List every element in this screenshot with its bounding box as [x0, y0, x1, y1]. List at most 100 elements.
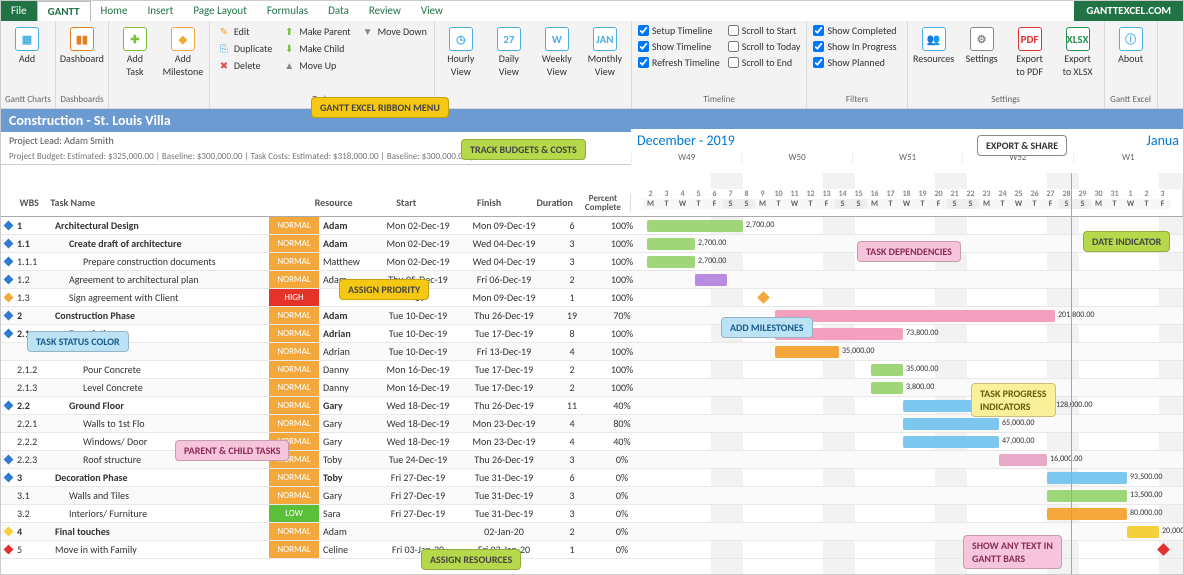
ribbon-button-label: View: [595, 66, 615, 77]
menu-tab[interactable]: Data: [318, 1, 359, 21]
wbs: 1.1: [15, 237, 49, 250]
ribbon-small-button[interactable]: ⎘Duplicate: [214, 40, 275, 56]
gantt-bar[interactable]: [903, 418, 999, 430]
ribbon-checkbox[interactable]: Show In Progress: [811, 39, 898, 54]
menu-file[interactable]: File: [1, 1, 37, 21]
ribbon-button[interactable]: JANMonthlyView: [583, 23, 627, 81]
task-row[interactable]: 1Architectural DesignNORMALAdamMon 02-De…: [1, 217, 1183, 235]
ribbon: ▦AddGantt Charts▮▮DashboardDashboards✚Ad…: [1, 21, 1183, 109]
start-date: Mon 02-Dec-19: [375, 219, 461, 232]
ribbon-checkbox[interactable]: Scroll to End: [726, 55, 803, 70]
resource: Adam: [319, 525, 375, 538]
gantt-bar[interactable]: [647, 256, 695, 268]
percent-complete: 100%: [597, 273, 647, 286]
ribbon-button[interactable]: ✚AddTask: [113, 23, 157, 81]
ribbon-button[interactable]: WWeeklyView: [535, 23, 579, 81]
task-row[interactable]: 3.1Walls and TilesNORMALGaryFri 27-Dec-1…: [1, 487, 1183, 505]
gantt-bar[interactable]: [1047, 472, 1127, 484]
milestone-icon[interactable]: [1157, 543, 1170, 556]
menu-tab[interactable]: Review: [359, 1, 411, 21]
duration: 2: [547, 525, 597, 538]
ribbon-checkbox[interactable]: Show Timeline: [636, 39, 722, 54]
task-name: Walls to 1st Flo: [49, 417, 269, 430]
ribbon-small-button[interactable]: ✖Delete: [214, 57, 275, 73]
ribbon-button-label: to PDF: [1016, 66, 1043, 77]
finish-date: Tue 31-Dec-19: [461, 471, 547, 484]
ribbon-button[interactable]: ◆AddMilestone: [161, 23, 205, 81]
menu-tab[interactable]: View: [411, 1, 453, 21]
wbs: 2.2: [15, 399, 49, 412]
gantt-bar[interactable]: [775, 310, 1055, 322]
start-date: Tue 10-Dec-19: [375, 309, 461, 322]
ribbon-button[interactable]: PDFExportto PDF: [1008, 23, 1052, 81]
menu-tab[interactable]: Formulas: [257, 1, 318, 21]
gantt-bar[interactable]: [903, 436, 999, 448]
menu-tab[interactable]: Insert: [137, 1, 183, 21]
percent-complete: 100%: [597, 345, 647, 358]
ribbon-group-label: [113, 104, 205, 106]
bar-label: 128,000.00: [1056, 400, 1092, 410]
menu-tab[interactable]: GANTT: [37, 1, 91, 21]
ribbon-small-button[interactable]: ▼Move Down: [358, 23, 430, 39]
ribbon-small-button[interactable]: ✎Edit: [214, 23, 275, 39]
ribbon-button[interactable]: ⚙Settings: [960, 23, 1004, 68]
ribbon-checkbox[interactable]: Scroll to Start: [726, 23, 803, 38]
task-row[interactable]: 2.1FoundationNORMALAdrianTue 10-Dec-19Tu…: [1, 325, 1183, 343]
ribbon-button[interactable]: ◷HourlyView: [439, 23, 483, 81]
menu-tab[interactable]: Page Layout: [183, 1, 257, 21]
task-name: Decoration Phase: [49, 471, 269, 484]
gantt-bar[interactable]: [647, 220, 743, 232]
wbs: 2: [15, 309, 49, 322]
ribbon-button[interactable]: ⓘAbout: [1109, 23, 1153, 68]
task-row[interactable]: NORMALAdrianTue 10-Dec-19Fri 13-Dec-1941…: [1, 343, 1183, 361]
priority-badge: NORMAL: [269, 415, 319, 432]
gantt-bar[interactable]: [695, 274, 727, 286]
wbs: 4: [15, 525, 49, 538]
milestone-icon[interactable]: [757, 291, 770, 304]
start-date: Mon 16-Dec-19: [375, 363, 461, 376]
callout: ASSIGN RESOURCES: [421, 549, 521, 570]
percent-complete: 0%: [597, 525, 647, 538]
ribbon-button[interactable]: ▮▮Dashboard: [60, 23, 104, 68]
gantt-bar[interactable]: [1047, 490, 1127, 502]
wbs: 2.1.2: [15, 363, 49, 376]
gantt-bar[interactable]: [871, 364, 903, 376]
ribbon-small-button[interactable]: ⬇Make Child: [279, 40, 353, 56]
menu-tab[interactable]: Home: [91, 1, 138, 21]
ribbon-button-label: Add: [175, 53, 191, 64]
ribbon-button[interactable]: XLSXExportto XLSX: [1056, 23, 1100, 81]
gantt-bar[interactable]: [647, 238, 695, 250]
gantt-bar[interactable]: [775, 346, 839, 358]
ribbon-small-button[interactable]: ▲Move Up: [279, 57, 353, 73]
priority-badge: NORMAL: [269, 379, 319, 396]
gantt-bar[interactable]: [1127, 526, 1159, 538]
ribbon-checkbox[interactable]: Show Planned: [811, 55, 898, 70]
gantt-bar[interactable]: [871, 382, 903, 394]
task-row[interactable]: 2Construction PhaseNORMALAdamTue 10-Dec-…: [1, 307, 1183, 325]
task-row[interactable]: 2.2.1Walls to 1st FloNORMALGaryWed 18-De…: [1, 415, 1183, 433]
task-name: Interiors/ Furniture: [49, 507, 269, 520]
ribbon-checkbox[interactable]: Scroll to Today: [726, 39, 803, 54]
gantt-bar[interactable]: [1047, 508, 1127, 520]
ribbon-button[interactable]: 👥Resources: [912, 23, 956, 68]
gantt-cell: 128,000.00: [647, 397, 1183, 414]
gantt-bar[interactable]: [999, 454, 1047, 466]
task-row[interactable]: 1.2Agreement to architectural planNORMAL…: [1, 271, 1183, 289]
ribbon-button[interactable]: 27DailyView: [487, 23, 531, 81]
priority-badge: NORMAL: [269, 523, 319, 540]
ribbon-checkbox[interactable]: Refresh Timeline: [636, 55, 722, 70]
task-row[interactable]: 1.1.1Prepare construction documentsNORMA…: [1, 253, 1183, 271]
task-row[interactable]: 1.3Sign agreement with ClientHIGH-19Mon …: [1, 289, 1183, 307]
ribbon-checkbox[interactable]: Setup Timeline: [636, 23, 722, 38]
ribbon-small-button[interactable]: ⬆Make Parent: [279, 23, 353, 39]
finish-date: Tue 17-Dec-19: [461, 363, 547, 376]
task-row[interactable]: 2.1.2Pour ConcreteNORMALDannyMon 16-Dec-…: [1, 361, 1183, 379]
ribbon-group: ⓘAboutGantt Excel: [1105, 21, 1158, 108]
task-row[interactable]: 3Decoration PhaseNORMALTobyFri 27-Dec-19…: [1, 469, 1183, 487]
duration: 1: [547, 291, 597, 304]
task-row[interactable]: 1.1Create draft of architectureNORMALAda…: [1, 235, 1183, 253]
ribbon-button[interactable]: ▦Add: [5, 23, 49, 68]
task-row[interactable]: 3.2Interiors/ FurnitureLOWSaraFri 27-Dec…: [1, 505, 1183, 523]
start-date: Tue 10-Dec-19: [375, 327, 461, 340]
ribbon-checkbox[interactable]: Show Completed: [811, 23, 898, 38]
